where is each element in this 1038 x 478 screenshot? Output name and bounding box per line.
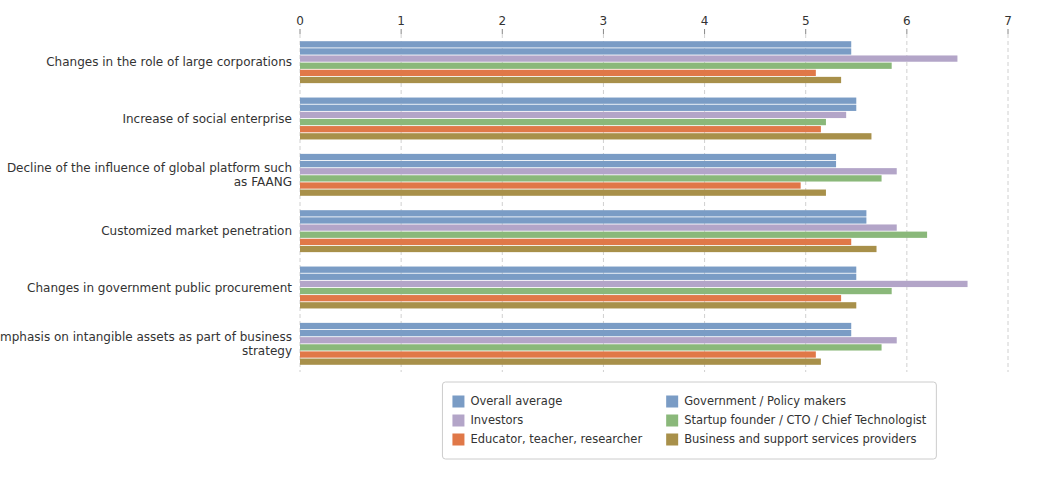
tick-mark [805, 29, 806, 34]
grid-line [502, 34, 503, 372]
bar [300, 70, 816, 76]
category-label: Changes in government public procurement [27, 280, 292, 294]
grid-line [906, 34, 907, 372]
bar [300, 246, 877, 252]
category-label-line: Changes in government public procurement [27, 280, 292, 294]
bar [300, 267, 856, 273]
legend-label: Investors [470, 413, 523, 427]
tick-label: 7 [1004, 14, 1012, 28]
legend-swatch [452, 434, 464, 446]
grid-line [603, 34, 604, 372]
category-label-line: Decline of the influence of global platf… [7, 160, 292, 174]
bar [300, 351, 816, 357]
legend-swatch [666, 396, 678, 408]
bar [300, 55, 957, 61]
bar [300, 210, 866, 216]
category-label: Decline of the influence of global platf… [7, 160, 292, 188]
category-label-line: as FAANG [234, 174, 292, 188]
legend-label: Educator, teacher, researcher [470, 432, 642, 446]
grid-line [300, 34, 301, 372]
bar [300, 323, 851, 329]
tick-label: 0 [296, 14, 304, 28]
bar [300, 175, 882, 181]
tick-mark [603, 29, 604, 34]
bar [300, 63, 892, 69]
tick-label: 3 [600, 14, 608, 28]
bar [300, 126, 821, 132]
grid-line [1008, 34, 1009, 372]
legend-swatch [452, 415, 464, 427]
chart: 0 1 2 3 4 5 6 7 Changes in the role of large cor… [0, 0, 1038, 478]
tick-label: 1 [397, 14, 405, 28]
category-label-line: strategy [242, 343, 292, 357]
bar [300, 98, 856, 104]
bar [300, 182, 801, 188]
bar [300, 77, 841, 83]
bar [300, 274, 856, 280]
bar [300, 344, 882, 350]
tick-mark [704, 29, 705, 34]
tick-mark [300, 29, 301, 34]
bar [300, 239, 851, 245]
tick-label: 6 [903, 14, 911, 28]
bar [300, 330, 851, 336]
bar [300, 133, 871, 139]
tick-mark [906, 29, 907, 34]
bar [300, 154, 836, 160]
bar [300, 337, 897, 343]
bar [300, 359, 821, 365]
grid-line [805, 34, 806, 372]
bar [300, 105, 856, 111]
grid [300, 34, 1008, 372]
legend-swatch [666, 415, 678, 427]
legend: Overall average Government / Policy maker… [442, 382, 936, 459]
bar [300, 161, 836, 167]
legend-label: Government / Policy makers [684, 394, 846, 408]
bar [300, 288, 892, 294]
legend-label: Business and support services providers [684, 432, 916, 446]
bar [300, 281, 968, 287]
category-label: Customized market penetration [101, 224, 292, 238]
legend-swatch [452, 396, 464, 408]
bar [300, 302, 856, 308]
bar [300, 232, 927, 238]
tick-label: 4 [701, 14, 709, 28]
category-label-line: Changes in the role of large corporation… [46, 55, 292, 69]
legend-frame [442, 382, 936, 459]
tick-label: 2 [498, 14, 506, 28]
legend-label: Overall average [470, 394, 562, 408]
bar [300, 112, 846, 118]
tick-mark [401, 29, 402, 34]
bar [300, 217, 866, 223]
bar [300, 295, 841, 301]
tick-mark [1008, 29, 1009, 34]
grid-line [704, 34, 705, 372]
bar [300, 224, 897, 230]
bar [300, 168, 897, 174]
x-axis: 0 1 2 3 4 5 6 7 [296, 14, 1012, 34]
bar [300, 41, 851, 47]
category-label: Emphasis on intangible assets as part of… [0, 329, 292, 357]
legend-swatch [666, 434, 678, 446]
grid-line [401, 34, 402, 372]
bar [300, 190, 826, 196]
bar [300, 119, 826, 125]
tick-mark [502, 29, 503, 34]
legend-label: Startup founder / CTO / Chief Technologi… [684, 413, 927, 427]
category-label-line: Customized market penetration [101, 224, 292, 238]
bars [300, 41, 968, 365]
bar [300, 48, 851, 54]
category-label-line: Increase of social enterprise [122, 111, 292, 125]
category-label: Changes in the role of large corporation… [46, 55, 292, 69]
tick-label: 5 [802, 14, 810, 28]
y-axis: Changes in the role of large corporation… [0, 55, 292, 358]
category-label: Increase of social enterprise [122, 111, 292, 125]
category-label-line: Emphasis on intangible assets as part of… [0, 329, 292, 343]
